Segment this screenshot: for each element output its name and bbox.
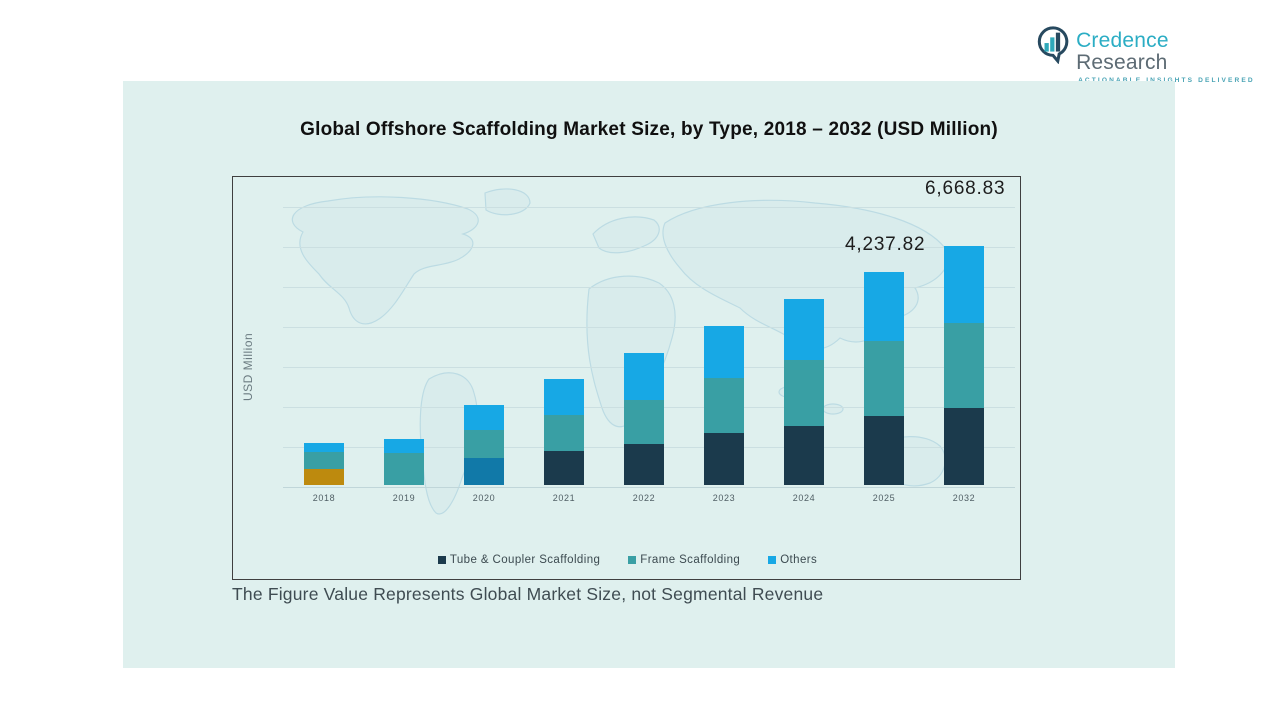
bar-2018 — [304, 443, 344, 485]
bar-segment-2021 — [544, 379, 584, 415]
logo-tagline: ACTIONABLE INSIGHTS DELIVERED — [1078, 77, 1255, 84]
bar-segment-2024 — [784, 360, 824, 426]
bar-segment-2019 — [384, 439, 424, 453]
bar-segment-2032 — [944, 323, 984, 408]
bar-segment-2025 — [864, 272, 904, 341]
credence-research-logo: Credence Research ACTIONABLE INSIGHTS DE… — [1036, 24, 1256, 84]
bar-segment-2022 — [624, 444, 664, 485]
legend-swatch — [628, 556, 637, 564]
bar-chart-logo-icon — [1037, 26, 1069, 64]
x-axis-tick-label: 2022 — [632, 493, 656, 503]
bar-2021 — [544, 379, 584, 485]
bar-segment-2023 — [704, 326, 744, 378]
bar-segment-2032 — [944, 408, 984, 485]
bar-segment-2023 — [704, 433, 744, 485]
gridline — [283, 207, 1015, 208]
bar-segment-2022 — [624, 400, 664, 444]
legend-swatch — [437, 556, 446, 564]
x-axis-tick-label: 2032 — [952, 493, 976, 503]
bar-segment-2021 — [544, 451, 584, 485]
bar-segment-2025 — [864, 416, 904, 485]
data-label-2025: 4,237.82 — [845, 234, 926, 255]
bar-segment-2021 — [544, 415, 584, 451]
bar-segment-2019 — [384, 453, 424, 485]
x-axis-tick-label: 2019 — [392, 493, 416, 503]
bar-segment-2025 — [864, 341, 904, 416]
bar-2023 — [704, 326, 744, 485]
bar-segment-2020 — [464, 405, 504, 430]
footer-note: The Figure Value Represents Global Marke… — [232, 584, 824, 604]
logo-brand-name: Credence Research — [1076, 30, 1256, 74]
bar-2020 — [464, 405, 504, 485]
x-axis-tick-label: 2025 — [872, 493, 896, 503]
logo-brand-secondary: Research — [1076, 51, 1168, 74]
chart-panel: Global Offshore Scaffolding Market Size,… — [123, 81, 1175, 668]
x-axis-tick-label: 2018 — [312, 493, 336, 503]
bar-2024 — [784, 299, 824, 485]
legend-label: Tube & Coupler Scaffolding — [449, 554, 601, 566]
x-axis-tick-label: 2021 — [552, 493, 576, 503]
legend-label: Others — [780, 554, 818, 566]
bar-2022 — [624, 353, 664, 485]
bar-segment-2024 — [784, 299, 824, 360]
x-axis-tick-label: 2024 — [792, 493, 816, 503]
legend-item: Frame Scaffolding — [628, 554, 740, 566]
legend-item: Others — [768, 554, 817, 566]
gridline — [283, 327, 1015, 328]
bar-segment-2020 — [464, 430, 504, 458]
gridline — [283, 247, 1015, 248]
y-axis-label: USD Million — [241, 332, 255, 402]
bar-segment-2018 — [304, 443, 344, 452]
bar-segment-2018 — [304, 469, 344, 485]
bar-segment-2022 — [624, 353, 664, 400]
bar-2019 — [384, 439, 424, 485]
logo-text: Credence Research ACTIONABLE INSIGHTS DE… — [1076, 24, 1256, 85]
x-axis-line — [283, 487, 1015, 488]
x-axis-tick-label: 2020 — [472, 493, 496, 503]
bar-segment-2020 — [464, 458, 504, 485]
bar-segment-2018 — [304, 452, 344, 469]
legend-item: Tube & Coupler Scaffolding — [437, 554, 601, 566]
bar-segment-2032 — [944, 246, 984, 323]
bar-2032 — [944, 246, 984, 485]
data-label-2032: 6,668.83 — [925, 178, 1006, 199]
bar-segment-2023 — [704, 378, 744, 433]
legend-swatch — [768, 556, 777, 564]
plot-area: USD Million 2018 2019 2020 2021 2022 2023 2024… — [232, 176, 1021, 580]
x-axis-tick-label: 2023 — [712, 493, 736, 503]
bar-2025 — [864, 272, 904, 485]
gridline — [283, 287, 1015, 288]
bar-segment-2024 — [784, 426, 824, 485]
logo-brand-primary: Credence — [1076, 29, 1169, 52]
chart-legend: Tube & Coupler Scaffolding Frame Scaffold… — [233, 554, 1022, 566]
chart-title: Global Offshore Scaffolding Market Size,… — [300, 119, 998, 140]
legend-label: Frame Scaffolding — [640, 554, 741, 566]
